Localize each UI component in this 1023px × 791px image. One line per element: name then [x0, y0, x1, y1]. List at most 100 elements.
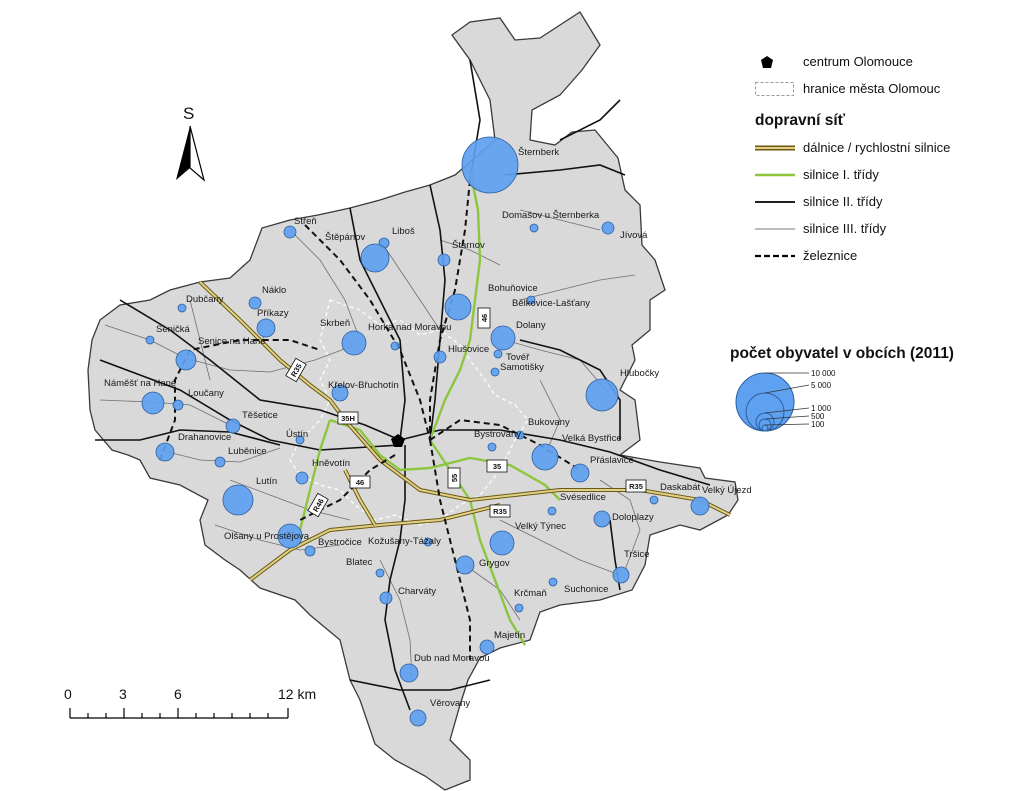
town-circle [222, 484, 254, 516]
town-circle [490, 325, 516, 351]
town-circle [399, 663, 419, 683]
legend-label: silnice III. třídy [803, 221, 887, 236]
scale-label: 12 km [278, 686, 317, 702]
pop-circle-100 [761, 424, 769, 432]
town-label: Skrbeň [320, 318, 350, 329]
town-circle [526, 295, 536, 305]
town-circle [547, 506, 557, 516]
town-label: Velký Újezd [702, 485, 752, 496]
scale-label: 0 [64, 686, 72, 702]
scale-label: 6 [174, 686, 182, 702]
town-circle [593, 510, 611, 528]
town-label: Velký Týnec [515, 521, 566, 532]
town-circle [155, 442, 175, 462]
town-circle [375, 568, 385, 578]
town-circle [331, 384, 349, 402]
town-circle [490, 367, 500, 377]
road-sign: 46 [349, 475, 371, 489]
motorway-line-icon [755, 141, 795, 155]
town-label: Drahanovice [178, 432, 231, 443]
town-circle [409, 709, 427, 727]
town-label: Dubčany [186, 294, 224, 305]
legend-label: dálnice / rychlostní silnice [803, 140, 951, 155]
town-circle [141, 391, 165, 415]
scale-bar: 0 3 6 12 km [64, 686, 334, 726]
town-circle [601, 221, 615, 235]
legend-item-class3: silnice III. třídy [755, 215, 1015, 242]
town-label: Štěpánov [325, 232, 365, 243]
town-circle [248, 296, 262, 310]
town-label: Krčmaň [514, 588, 547, 599]
town-circle [461, 136, 519, 194]
town-label: Střeň [294, 216, 317, 227]
scale-label: 3 [119, 686, 127, 702]
road-sign-label: 55 [450, 474, 459, 482]
legend-item-class2: silnice II. třídy [755, 188, 1015, 215]
legend-item-class1: silnice I. třídy [755, 161, 1015, 188]
town-label: Velká Bystřice [562, 433, 622, 444]
town-label: Horka nad Moravou [368, 322, 451, 333]
town-label: Dolany [516, 320, 546, 331]
legend-label: hranice města Olomouc [803, 81, 941, 96]
road-sign-label: 35 [493, 462, 501, 471]
railway-line-icon [755, 249, 795, 263]
road-sign-label: R35 [629, 482, 643, 491]
north-arrow: S [172, 104, 208, 184]
town-label: Seničká [156, 324, 191, 335]
town-circle [690, 496, 710, 516]
town-circle [548, 577, 558, 587]
town-label: Bystročice [318, 537, 362, 548]
town-circle [529, 223, 539, 233]
town-circle [444, 293, 472, 321]
town-label: Náklo [262, 285, 286, 296]
town-circle [177, 303, 187, 313]
town-label: Charváty [398, 586, 436, 597]
legend-label: železnice [803, 248, 858, 263]
town-label: Grygov [479, 558, 510, 569]
boundary-swatch-icon [755, 81, 795, 96]
town-label: Doloplazy [612, 512, 654, 523]
town-label: Příkazy [257, 308, 289, 319]
town-circle [433, 350, 447, 364]
town-circle [585, 378, 619, 412]
town-label: Dub nad Moravou [414, 653, 490, 664]
town-label: Suchonice [564, 584, 608, 595]
town-label: Přáslavice [590, 455, 634, 466]
town-label: Hlušovice [448, 344, 489, 355]
road-sign: 55 [447, 467, 461, 489]
pop-class-label: 10 000 [811, 369, 836, 378]
town-label: Liboš [392, 226, 415, 237]
road-sign: R35 [489, 504, 511, 518]
town-label: Kožušany-Tážaly [368, 536, 441, 547]
legend-label: centrum Olomouce [803, 54, 913, 69]
town-label: Luběnice [228, 446, 267, 457]
legend-item-boundary: hranice města Olomouc [755, 75, 1015, 102]
town-label: Daskabát [660, 482, 700, 493]
town-label: Věrovany [430, 698, 470, 709]
town-circle [531, 443, 559, 471]
town-circle [570, 463, 590, 483]
town-label: Šternberk [518, 147, 559, 158]
city-centre-marker [391, 434, 405, 447]
town-label: Bělkovice-Lašťany [512, 298, 590, 309]
town-label: Hněvotín [312, 458, 350, 469]
road-sign: 35H [337, 411, 359, 425]
road-sign: R46 [307, 492, 329, 518]
town-label: Tršice [624, 549, 650, 560]
town-label: Blatec [346, 557, 373, 568]
town-label: Loučany [188, 388, 224, 399]
town-label: Náměšť na Hané [104, 378, 176, 389]
town-circle [360, 243, 390, 273]
town-label: Svésedlice [560, 492, 606, 503]
town-circle [489, 530, 515, 556]
legend-network-heading: dopravní síť [755, 112, 846, 129]
town-label: Ústín [286, 429, 308, 440]
town-label: Bohuňovice [488, 283, 538, 294]
city-boundary [289, 299, 529, 526]
town-circle [214, 456, 226, 468]
town-label: Štarnov [452, 240, 485, 251]
road-sign: R35 [625, 479, 647, 493]
road-sign-label: 35H [341, 414, 355, 423]
legend-item-railway: železnice [755, 242, 1015, 269]
